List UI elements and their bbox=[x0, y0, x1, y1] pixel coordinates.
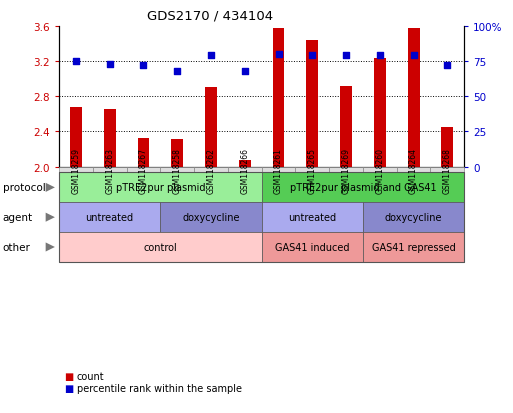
Point bbox=[443, 63, 451, 69]
Text: untreated: untreated bbox=[288, 213, 337, 223]
Point bbox=[342, 53, 350, 59]
Point bbox=[72, 59, 80, 65]
Text: GSM118263: GSM118263 bbox=[105, 147, 114, 193]
Text: GSM118262: GSM118262 bbox=[206, 147, 215, 193]
Text: GSM118258: GSM118258 bbox=[173, 147, 182, 193]
Text: ■: ■ bbox=[64, 383, 73, 393]
Bar bbox=[137, 138, 149, 167]
Text: GSM118265: GSM118265 bbox=[308, 147, 317, 193]
Point bbox=[106, 62, 114, 68]
Bar bbox=[104, 110, 115, 167]
Point bbox=[376, 53, 384, 59]
Point bbox=[173, 69, 181, 75]
Point bbox=[409, 53, 418, 59]
Text: count: count bbox=[77, 371, 105, 381]
Bar bbox=[442, 128, 453, 167]
Text: GSM118269: GSM118269 bbox=[342, 147, 350, 193]
Bar bbox=[171, 140, 183, 167]
Text: GSM118260: GSM118260 bbox=[376, 147, 384, 193]
Text: GSM118266: GSM118266 bbox=[240, 147, 249, 193]
Text: GSM118259: GSM118259 bbox=[71, 147, 81, 193]
Text: ■: ■ bbox=[64, 371, 73, 381]
Text: GDS2170 / 434104: GDS2170 / 434104 bbox=[147, 10, 272, 23]
Bar bbox=[374, 58, 386, 167]
Bar bbox=[70, 107, 82, 167]
Text: GAS41 repressed: GAS41 repressed bbox=[372, 242, 456, 252]
Text: control: control bbox=[144, 242, 177, 252]
Bar bbox=[408, 28, 420, 167]
Point bbox=[207, 53, 215, 59]
Point bbox=[241, 69, 249, 75]
Text: GSM118268: GSM118268 bbox=[443, 147, 452, 193]
Text: GSM118261: GSM118261 bbox=[274, 147, 283, 193]
Text: pTRE2pur plasmid: pTRE2pur plasmid bbox=[115, 183, 205, 193]
Text: pTRE2pur plasmid and GAS41: pTRE2pur plasmid and GAS41 bbox=[290, 183, 436, 193]
Text: doxycycline: doxycycline bbox=[385, 213, 442, 223]
Text: GSM118267: GSM118267 bbox=[139, 147, 148, 193]
Point bbox=[308, 53, 317, 59]
Text: percentile rank within the sample: percentile rank within the sample bbox=[77, 383, 242, 393]
Text: agent: agent bbox=[3, 213, 33, 223]
Text: GSM118264: GSM118264 bbox=[409, 147, 418, 193]
Text: GAS41 induced: GAS41 induced bbox=[275, 242, 349, 252]
Text: untreated: untreated bbox=[86, 213, 134, 223]
Bar bbox=[340, 87, 352, 167]
Bar bbox=[239, 160, 251, 167]
Point bbox=[274, 52, 283, 58]
Bar bbox=[272, 28, 284, 167]
Text: other: other bbox=[3, 242, 30, 252]
Point bbox=[140, 63, 148, 69]
Bar bbox=[306, 41, 318, 167]
Text: protocol: protocol bbox=[3, 183, 45, 193]
Bar bbox=[205, 88, 217, 167]
Text: doxycycline: doxycycline bbox=[182, 213, 240, 223]
